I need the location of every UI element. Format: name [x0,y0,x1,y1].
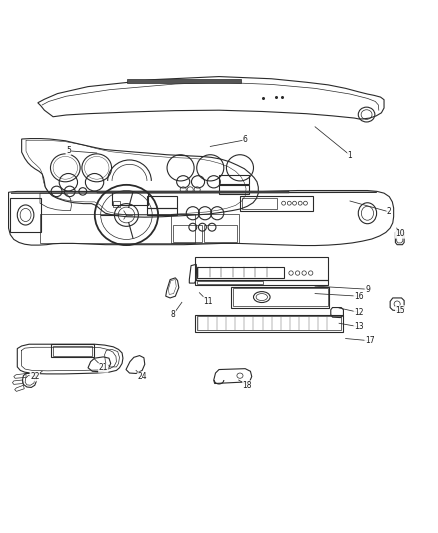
Bar [127,79,241,83]
Text: 21: 21 [99,364,108,372]
Bar [171,214,239,244]
Bar [113,200,120,207]
Text: 18: 18 [243,381,252,390]
Bar [204,224,237,242]
Text: 8: 8 [171,310,176,319]
Bar [195,314,343,332]
Bar [147,196,177,208]
Text: 1: 1 [348,151,352,160]
Text: 11: 11 [203,297,213,306]
Text: 24: 24 [138,372,148,381]
Text: 9: 9 [365,285,370,294]
Text: 16: 16 [354,292,364,301]
Bar [240,196,313,211]
Bar [231,287,329,308]
Text: 15: 15 [396,305,405,314]
Text: 5: 5 [66,146,71,155]
Bar [219,175,249,184]
Bar [53,346,92,356]
Bar [11,198,41,231]
Bar [40,214,195,244]
Bar [173,224,202,242]
Bar [219,185,249,194]
Bar [197,316,341,330]
Text: 13: 13 [354,322,364,331]
Text: 12: 12 [354,308,364,317]
Text: 22: 22 [30,372,39,381]
Bar [197,266,285,278]
Bar [197,281,263,284]
Bar [51,344,94,357]
Text: 17: 17 [365,336,374,345]
Bar [97,190,289,193]
Text: 10: 10 [396,229,405,238]
Bar [233,288,328,306]
Bar [242,198,277,209]
Text: 2: 2 [387,207,392,216]
Bar [195,280,328,285]
Text: 6: 6 [243,135,247,144]
Bar [112,192,148,205]
Bar [147,208,177,215]
Bar [195,257,328,280]
